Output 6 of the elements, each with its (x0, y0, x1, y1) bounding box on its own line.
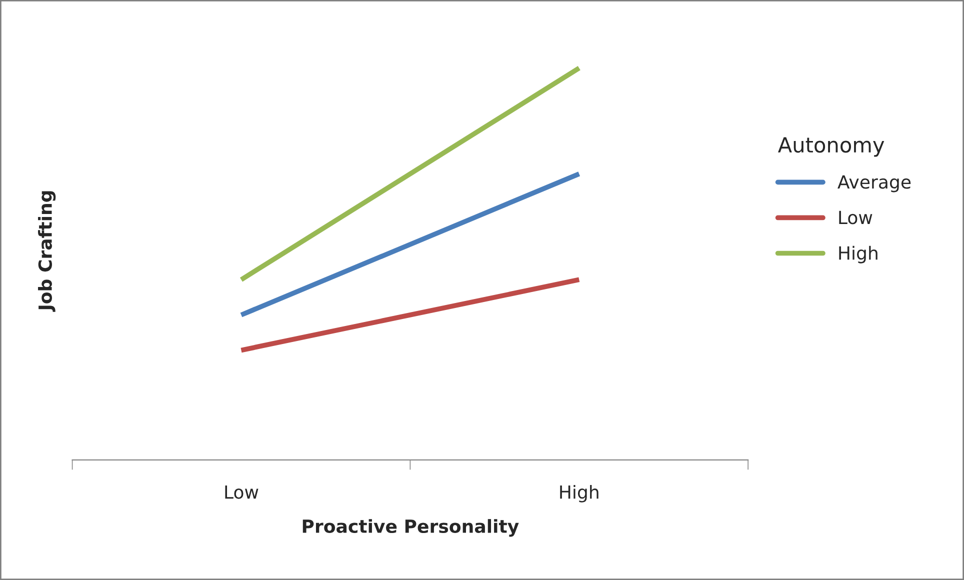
legend-label: Average (838, 175, 911, 192)
legend-label: Low (839, 210, 872, 224)
legend-label: High (839, 246, 878, 264)
legend-title: Autonomy (778, 137, 884, 157)
x-axis-title: Proactive Personality (302, 519, 519, 537)
y-axis-title: Job Crafting (38, 191, 56, 312)
